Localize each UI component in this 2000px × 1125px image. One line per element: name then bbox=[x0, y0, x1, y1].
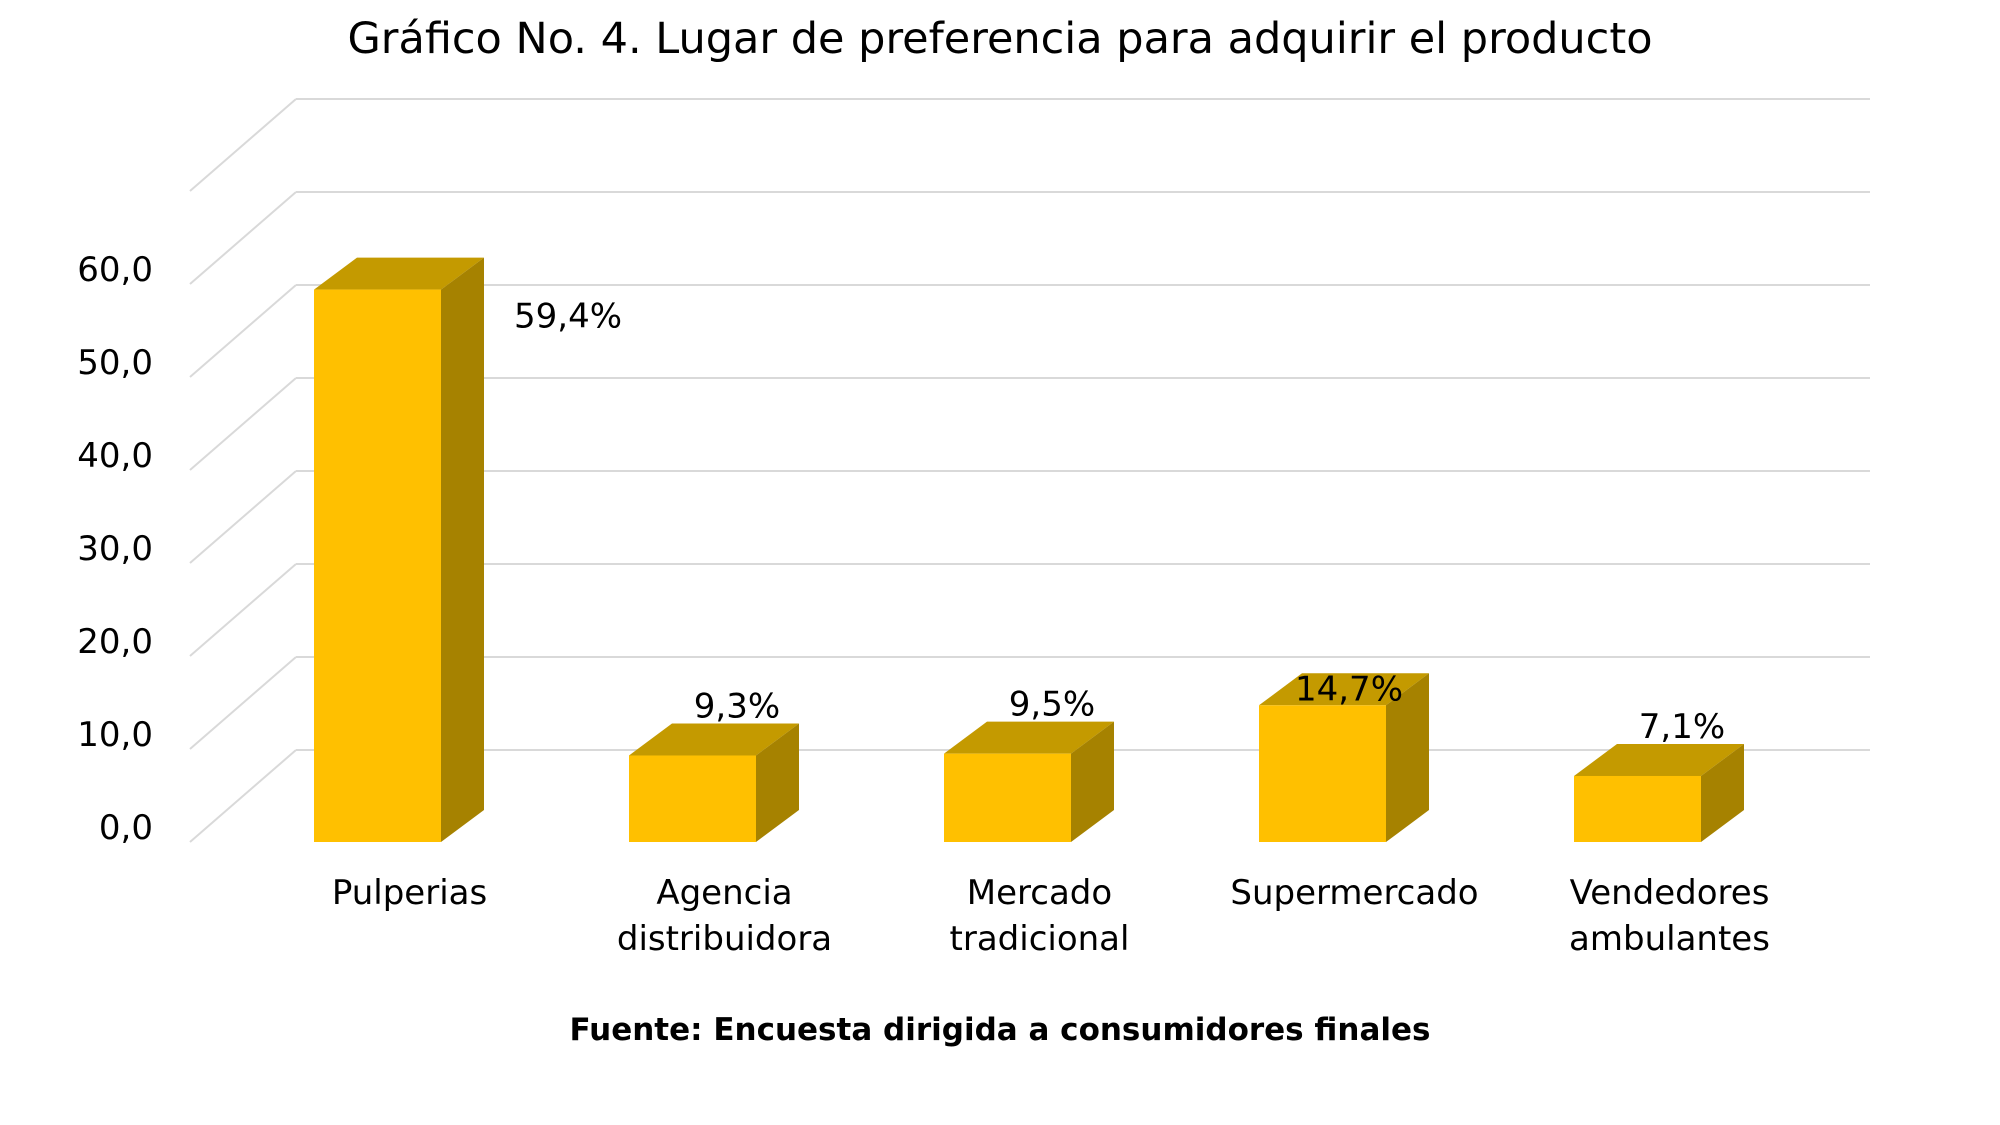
bar bbox=[629, 755, 756, 842]
data-label: 14,7% bbox=[1295, 669, 1403, 709]
y-tick-label: 0,0 bbox=[99, 808, 153, 848]
category-label: ambulantes bbox=[1569, 919, 1770, 959]
data-label: 59,4% bbox=[514, 297, 622, 337]
category-label: distribuidora bbox=[617, 919, 832, 959]
category-label: Supermercado bbox=[1230, 873, 1478, 913]
category-label: Agencia bbox=[656, 873, 792, 913]
source-note: Fuente: Encuesta dirigida a consumidores… bbox=[569, 1012, 1431, 1048]
gridline-depth bbox=[189, 470, 297, 564]
bar bbox=[944, 753, 1071, 842]
data-label: 9,5% bbox=[1009, 685, 1095, 725]
bar-side bbox=[441, 257, 484, 843]
data-labels: 59,4% 9,3% 9,5% 14,7% 7,1% bbox=[514, 297, 1725, 747]
category-labels: Pulperias Agencia distribuidora Mercado trad… bbox=[332, 873, 1770, 959]
gridline-depth bbox=[189, 656, 297, 750]
data-label: 9,3% bbox=[694, 687, 780, 727]
bar-top bbox=[944, 721, 1114, 754]
bar bbox=[1574, 775, 1701, 842]
bar-top bbox=[1259, 673, 1429, 706]
y-tick-label: 20,0 bbox=[77, 622, 153, 662]
bar bbox=[314, 289, 441, 843]
bar bbox=[1259, 705, 1386, 842]
bar-top bbox=[1574, 743, 1744, 776]
category-label: Pulperias bbox=[332, 873, 487, 913]
bar-top bbox=[314, 257, 484, 290]
bar-side bbox=[756, 723, 799, 842]
gridline-depth bbox=[189, 284, 297, 378]
gridline-depth bbox=[189, 377, 297, 471]
gridline-depth bbox=[189, 749, 297, 843]
y-tick-label: 60,0 bbox=[77, 250, 153, 290]
y-tick-label: 40,0 bbox=[77, 436, 153, 476]
y-tick-label: 50,0 bbox=[77, 343, 153, 383]
gridline-depth bbox=[189, 191, 297, 285]
category-label: tradicional bbox=[950, 919, 1130, 959]
category-label: Mercado bbox=[967, 873, 1112, 913]
y-axis-ticks: 0,0 10,0 20,0 30,0 40,0 50,0 60,0 bbox=[77, 250, 153, 848]
chart-title: Gráfico No. 4. Lugar de preferencia para… bbox=[347, 14, 1653, 64]
y-tick-label: 30,0 bbox=[77, 529, 153, 569]
bars bbox=[314, 257, 1744, 843]
gridline-depth bbox=[189, 98, 297, 192]
gridline-depth bbox=[189, 563, 297, 657]
bar-side bbox=[1386, 673, 1429, 842]
bar-side bbox=[1071, 721, 1114, 842]
data-label: 7,1% bbox=[1639, 707, 1725, 747]
bar-top bbox=[629, 723, 799, 756]
category-label: Vendedores bbox=[1570, 873, 1770, 913]
y-tick-label: 10,0 bbox=[77, 715, 153, 755]
bar-side bbox=[1701, 743, 1744, 842]
